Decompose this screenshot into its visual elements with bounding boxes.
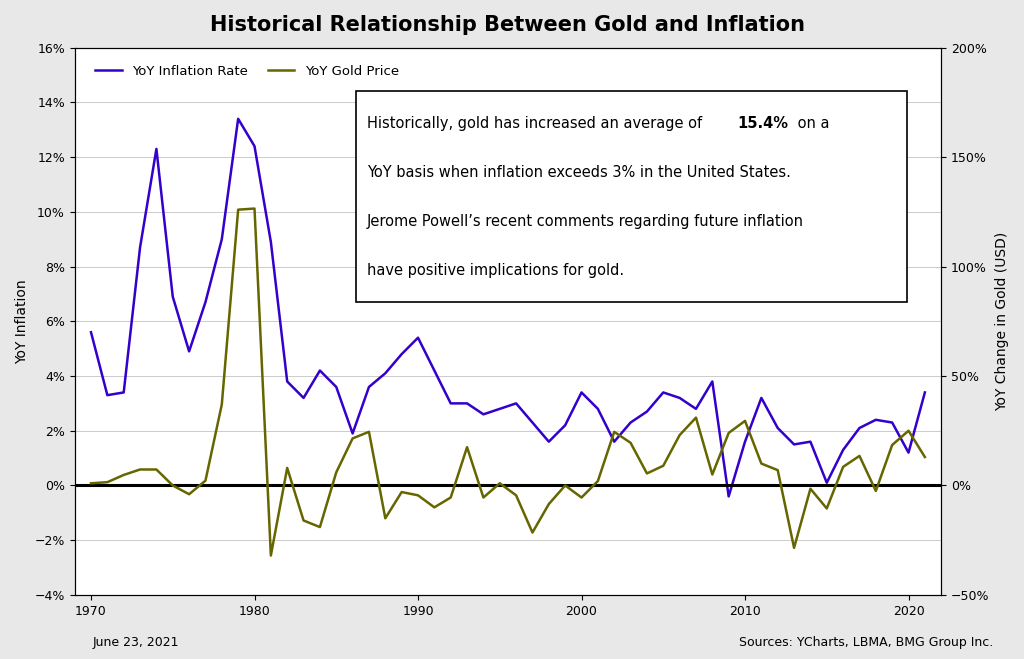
Text: Jerome Powell’s recent comments regarding future inflation: Jerome Powell’s recent comments regardin…: [367, 214, 804, 229]
Text: June 23, 2021: June 23, 2021: [92, 636, 178, 649]
FancyBboxPatch shape: [356, 92, 906, 302]
Text: have positive implications for gold.: have positive implications for gold.: [367, 263, 624, 278]
Y-axis label: YoY Change in Gold (USD): YoY Change in Gold (USD): [995, 232, 1009, 411]
Text: Historically, gold has increased an average of: Historically, gold has increased an aver…: [367, 116, 707, 131]
Y-axis label: YoY Inflation: YoY Inflation: [15, 279, 29, 364]
Text: on a: on a: [794, 116, 829, 131]
Title: Historical Relationship Between Gold and Inflation: Historical Relationship Between Gold and…: [211, 15, 806, 35]
Text: YoY basis when inflation exceeds 3% in the United States.: YoY basis when inflation exceeds 3% in t…: [367, 165, 791, 180]
Legend: YoY Inflation Rate, YoY Gold Price: YoY Inflation Rate, YoY Gold Price: [90, 60, 404, 83]
Text: Sources: YCharts, LBMA, BMG Group Inc.: Sources: YCharts, LBMA, BMG Group Inc.: [739, 636, 993, 649]
Text: 15.4%: 15.4%: [737, 116, 788, 131]
